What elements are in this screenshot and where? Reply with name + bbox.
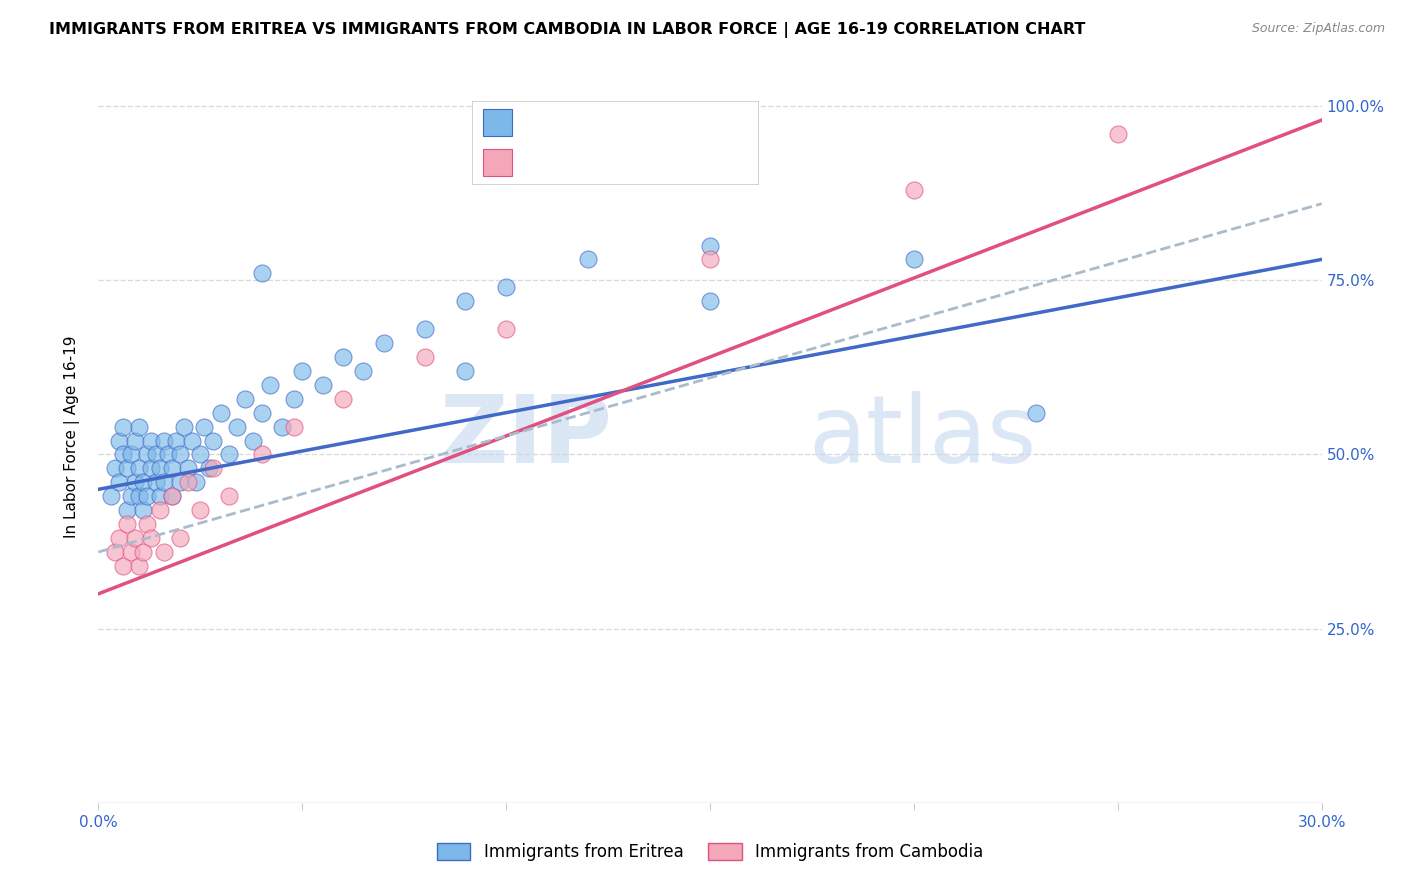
Point xyxy=(152,475,174,490)
Point xyxy=(283,419,305,434)
Point xyxy=(186,475,208,490)
Legend: Immigrants from Eritrea, Immigrants from Cambodia: Immigrants from Eritrea, Immigrants from… xyxy=(430,836,990,868)
Point xyxy=(495,322,517,336)
Point xyxy=(218,448,240,462)
Point xyxy=(132,545,155,559)
Point xyxy=(312,377,335,392)
Point xyxy=(332,392,354,406)
Point xyxy=(108,475,131,490)
Point xyxy=(169,475,191,490)
Point xyxy=(152,434,174,448)
Point xyxy=(283,392,305,406)
Point xyxy=(120,545,142,559)
Point xyxy=(128,489,150,503)
Point xyxy=(111,448,134,462)
Point xyxy=(132,503,155,517)
Point xyxy=(188,448,212,462)
Point xyxy=(100,489,122,503)
Point xyxy=(149,489,172,503)
Point xyxy=(156,448,179,462)
Y-axis label: In Labor Force | Age 16-19: In Labor Force | Age 16-19 xyxy=(63,335,80,539)
Point xyxy=(352,364,374,378)
Point xyxy=(108,434,131,448)
Point xyxy=(115,517,138,532)
Point xyxy=(495,280,517,294)
Point xyxy=(177,475,200,490)
Point xyxy=(141,461,163,475)
Point xyxy=(201,434,224,448)
Point xyxy=(160,489,183,503)
Point xyxy=(181,434,204,448)
Point xyxy=(136,448,159,462)
Point xyxy=(193,419,215,434)
Point xyxy=(270,419,294,434)
Point xyxy=(128,558,150,573)
Point xyxy=(149,461,172,475)
Point xyxy=(145,475,167,490)
Point xyxy=(903,252,925,267)
Point xyxy=(169,448,191,462)
Point xyxy=(242,434,264,448)
Point xyxy=(111,419,134,434)
Point xyxy=(454,364,477,378)
Point xyxy=(201,461,224,475)
Point xyxy=(250,448,273,462)
Text: IMMIGRANTS FROM ERITREA VS IMMIGRANTS FROM CAMBODIA IN LABOR FORCE | AGE 16-19 C: IMMIGRANTS FROM ERITREA VS IMMIGRANTS FR… xyxy=(49,22,1085,38)
Point xyxy=(124,531,146,545)
Point xyxy=(250,266,273,280)
Point xyxy=(903,183,925,197)
Point xyxy=(104,545,127,559)
Point xyxy=(226,419,249,434)
Text: Source: ZipAtlas.com: Source: ZipAtlas.com xyxy=(1251,22,1385,36)
Point xyxy=(160,489,183,503)
Point xyxy=(218,489,240,503)
Point xyxy=(145,448,167,462)
Point xyxy=(699,294,721,309)
Text: atlas: atlas xyxy=(808,391,1036,483)
Point xyxy=(454,294,477,309)
Point xyxy=(115,461,138,475)
Point xyxy=(141,434,163,448)
Point xyxy=(160,461,183,475)
Point xyxy=(177,461,200,475)
Point xyxy=(120,489,142,503)
Point xyxy=(209,406,232,420)
Point xyxy=(124,434,146,448)
Point xyxy=(699,252,721,267)
Point xyxy=(120,448,142,462)
Point xyxy=(108,531,131,545)
Point xyxy=(128,419,150,434)
Point xyxy=(173,419,195,434)
Point xyxy=(169,531,191,545)
Point xyxy=(136,517,159,532)
Point xyxy=(373,336,395,351)
Text: ZIP: ZIP xyxy=(439,391,612,483)
Point xyxy=(111,558,134,573)
Point xyxy=(132,475,155,490)
Point xyxy=(699,238,721,252)
Point xyxy=(332,350,354,364)
Point xyxy=(576,252,599,267)
Point xyxy=(165,434,187,448)
Point xyxy=(136,489,159,503)
Point xyxy=(413,322,436,336)
Point xyxy=(124,475,146,490)
Point xyxy=(104,461,127,475)
Point xyxy=(1025,406,1047,420)
Point xyxy=(149,503,172,517)
Point xyxy=(141,531,163,545)
Point xyxy=(250,406,273,420)
Point xyxy=(197,461,219,475)
Point xyxy=(291,364,314,378)
Point xyxy=(1107,127,1129,141)
Point xyxy=(115,503,138,517)
Point xyxy=(188,503,212,517)
Point xyxy=(152,545,174,559)
Point xyxy=(128,461,150,475)
Point xyxy=(413,350,436,364)
Point xyxy=(259,377,281,392)
Point xyxy=(233,392,256,406)
